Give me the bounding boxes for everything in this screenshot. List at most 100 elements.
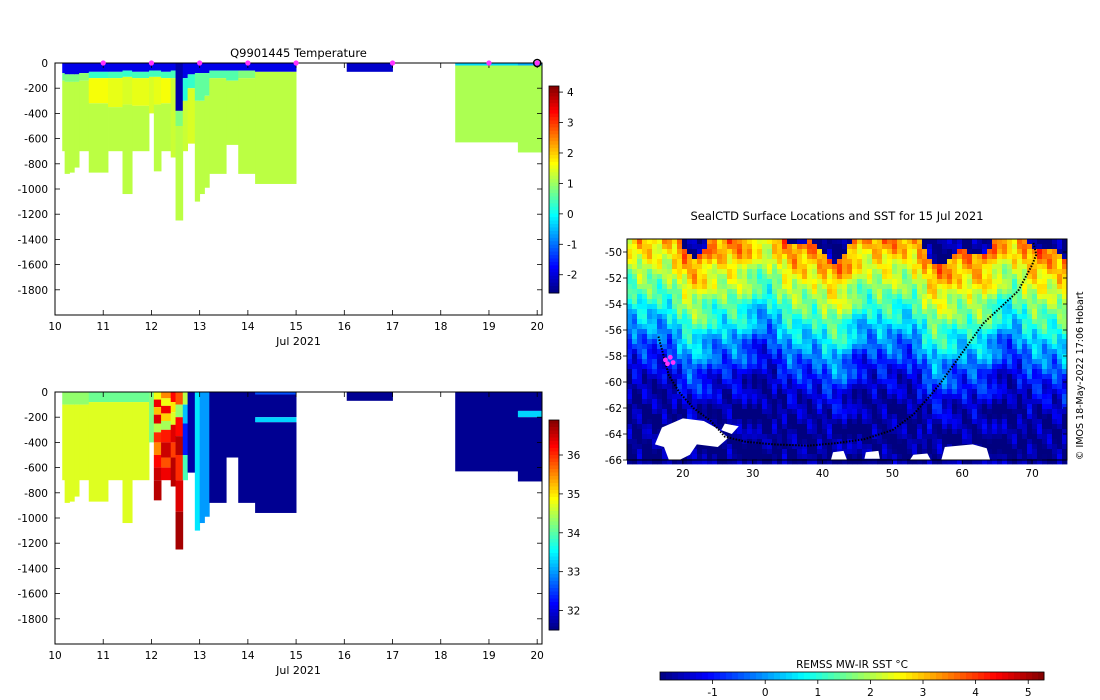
- sst-cell: [882, 244, 888, 250]
- sst-cell: [922, 269, 928, 275]
- sst-cell: [997, 454, 1003, 460]
- sst-cell: [937, 314, 943, 320]
- colorbar-swatch-8: [549, 113, 559, 118]
- sst-cell: [802, 424, 808, 430]
- sst-cell: [682, 339, 688, 345]
- sst-cell: [922, 244, 928, 250]
- sst-cell: [862, 379, 868, 385]
- sst-cell: [932, 254, 938, 260]
- sst-cell: [702, 364, 708, 370]
- sst-cell: [1057, 304, 1063, 310]
- sst-cell: [982, 334, 988, 340]
- sst-cell: [787, 384, 793, 390]
- profile-22-layer-0: [255, 392, 297, 395]
- sst-cell: [992, 289, 998, 295]
- sst-cell: [797, 294, 803, 300]
- sst-cell: [742, 419, 748, 425]
- sst-cell: [962, 409, 968, 415]
- sst-cell: [892, 349, 898, 355]
- sst-cell: [997, 259, 1003, 265]
- sst-cell: [672, 274, 678, 280]
- sst-cell: [1027, 264, 1033, 270]
- sst-cell: [847, 324, 853, 330]
- sst-cell: [1057, 309, 1063, 315]
- sst-cell: [742, 449, 748, 455]
- sst-cell: [772, 439, 778, 445]
- sst-cell: [722, 254, 728, 260]
- sst-cell: [812, 419, 818, 425]
- sst-cell: [907, 419, 913, 425]
- sst-cell: [732, 379, 738, 385]
- sst-cell: [772, 434, 778, 440]
- sst-cell: [652, 284, 658, 290]
- sst-cell: [1047, 404, 1053, 410]
- sst-cell: [637, 339, 643, 345]
- sst-cell: [762, 459, 768, 465]
- sst-cell: [922, 259, 928, 265]
- sst-cell: [1047, 294, 1053, 300]
- sst-cell: [657, 269, 663, 275]
- sst-cell: [917, 354, 923, 360]
- sst-cell: [942, 244, 948, 250]
- sst-cell: [652, 259, 658, 265]
- sst-cell: [692, 294, 698, 300]
- sst-cell: [757, 419, 763, 425]
- sst-cell: [652, 419, 658, 425]
- colorbar-swatch-1: [549, 423, 559, 428]
- sst-cell: [842, 334, 848, 340]
- sst-cell: [872, 389, 878, 395]
- sst-cell: [992, 274, 998, 280]
- sst-cell: [892, 299, 898, 305]
- sst-cell: [762, 414, 768, 420]
- sst-cell: [807, 244, 813, 250]
- sst-cell: [727, 374, 733, 380]
- sst-cell: [977, 259, 983, 265]
- sst-cell: [877, 449, 883, 455]
- sst-cell: [762, 289, 768, 295]
- sst-cell: [627, 349, 633, 355]
- sst-cell: [787, 264, 793, 270]
- sst-cell: [667, 324, 673, 330]
- sst-cell: [732, 354, 738, 360]
- sst-cell: [877, 274, 883, 280]
- sst-cell: [807, 404, 813, 410]
- sst-cell: [782, 424, 788, 430]
- sst-cell: [1057, 269, 1063, 275]
- sst-cell: [832, 279, 838, 285]
- sst-cell: [767, 254, 773, 260]
- sst-cell: [932, 269, 938, 275]
- sst-cell: [717, 354, 723, 360]
- sst-colorbar-swatch-59: [1014, 672, 1021, 680]
- sst-cell: [872, 364, 878, 370]
- sst-cell: [632, 374, 638, 380]
- sst-cell: [1047, 269, 1053, 275]
- sst-cell: [767, 344, 773, 350]
- sst-cell: [877, 419, 883, 425]
- sst-cell: [727, 324, 733, 330]
- colorbar-swatch-23: [549, 165, 559, 170]
- sst-cell: [727, 399, 733, 405]
- colorbar-swatch-59: [549, 626, 559, 631]
- sst-cell: [1042, 284, 1048, 290]
- sst-cell: [692, 374, 698, 380]
- sst-cell: [997, 329, 1003, 335]
- sst-cell: [767, 309, 773, 315]
- sst-cell: [902, 309, 908, 315]
- sst-cell: [672, 289, 678, 295]
- sst-cell: [772, 284, 778, 290]
- sst-cell: [817, 354, 823, 360]
- sst-cell: [867, 344, 873, 350]
- sst-cell: [742, 329, 748, 335]
- sst-cell: [947, 394, 953, 400]
- sst-cell: [957, 429, 963, 435]
- sst-cell: [882, 404, 888, 410]
- sst-cell: [932, 339, 938, 345]
- sst-cell: [992, 354, 998, 360]
- sst-cell: [687, 274, 693, 280]
- sst-cell: [657, 294, 663, 300]
- sst-cell: [992, 389, 998, 395]
- sst-cell: [667, 319, 673, 325]
- sst-cell: [947, 284, 953, 290]
- sst-cell: [767, 299, 773, 305]
- sst-cell: [947, 399, 953, 405]
